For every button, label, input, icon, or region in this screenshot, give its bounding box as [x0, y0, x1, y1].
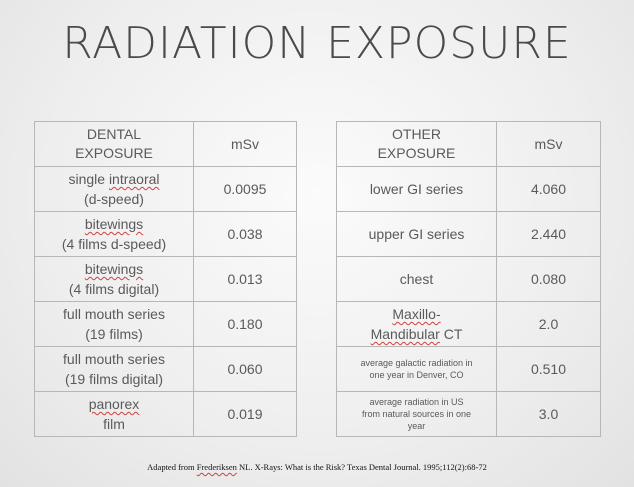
- other-exposure-header: OTHER EXPOSURE: [336, 121, 497, 167]
- cell-text: (4 films d-speed): [61, 236, 167, 252]
- dental-exposure-table: DENTAL EXPOSURE mSv single intraoral (d-…: [34, 121, 297, 437]
- header-line: OTHER: [392, 126, 441, 142]
- cell-text: film: [103, 416, 125, 432]
- table-row: average galactic radiation in one year i…: [336, 346, 601, 392]
- citation-text: NL. X-Rays: What is the Risk? Texas Dent…: [236, 462, 487, 472]
- spellcheck-word: intraoral: [108, 171, 160, 187]
- spellcheck-word: Mandibular: [370, 326, 440, 342]
- exposure-cell: bitewings (4 films d-speed): [34, 211, 194, 257]
- msv-value: 0.013: [193, 256, 297, 302]
- cell-text: average radiation in US: [369, 397, 464, 407]
- citation-prefix: Adapted from: [147, 462, 197, 472]
- cell-text: full mouth series: [63, 306, 165, 322]
- msv-value: 0.060: [193, 346, 297, 392]
- msv-value: 0.0095: [193, 166, 297, 212]
- msv-value: 4.060: [496, 166, 601, 212]
- msv-header: mSv: [193, 121, 297, 167]
- header-line: EXPOSURE: [75, 145, 153, 161]
- table-header-row: DENTAL EXPOSURE mSv: [34, 121, 297, 167]
- header-line: DENTAL: [86, 126, 142, 142]
- msv-header: mSv: [496, 121, 601, 167]
- exposure-cell: average radiation in US from natural sou…: [336, 391, 497, 437]
- cell-text: year: [407, 421, 426, 431]
- exposure-cell: upper GI series: [336, 211, 497, 257]
- exposure-cell: lower GI series: [336, 166, 497, 212]
- header-line: EXPOSURE: [377, 145, 456, 161]
- exposure-cell: Maxillo- Mandibular CT: [336, 301, 497, 347]
- cell-text: full mouth series: [63, 351, 165, 367]
- msv-value: 2.440: [496, 211, 601, 257]
- exposure-cell: average galactic radiation in one year i…: [336, 346, 497, 392]
- spellcheck-word: Maxillo-: [392, 306, 441, 322]
- cell-text: single: [68, 171, 109, 187]
- cell-text: average galactic radiation in: [360, 358, 473, 368]
- msv-value: 0.080: [496, 256, 601, 302]
- msv-value: 0.019: [193, 391, 297, 437]
- cell-text: (19 films): [85, 326, 143, 342]
- table-row: chest 0.080: [336, 256, 601, 302]
- exposure-cell: bitewings (4 films digital): [34, 256, 194, 302]
- table-header-row: OTHER EXPOSURE mSv: [336, 121, 601, 167]
- dental-exposure-header: DENTAL EXPOSURE: [34, 121, 194, 167]
- citation: Adapted from Frederiksen NL. X-Rays: Wha…: [0, 462, 634, 472]
- table-row: average radiation in US from natural sou…: [336, 391, 601, 437]
- exposure-cell: full mouth series (19 films digital): [34, 346, 194, 392]
- exposure-cell: single intraoral (d-speed): [34, 166, 194, 212]
- table-row: full mouth series (19 films digital) 0.0…: [34, 346, 297, 392]
- cell-text: from natural sources in one: [361, 409, 472, 419]
- exposure-cell: panorex film: [34, 391, 194, 437]
- table-row: bitewings (4 films d-speed) 0.038: [34, 211, 297, 257]
- msv-value: 0.180: [193, 301, 297, 347]
- table-row: Maxillo- Mandibular CT 2.0: [336, 301, 601, 347]
- table-row: lower GI series 4.060: [336, 166, 601, 212]
- spellcheck-word: bitewings: [84, 261, 144, 277]
- msv-value: 2.0: [496, 301, 601, 347]
- table-row: upper GI series 2.440: [336, 211, 601, 257]
- table-row: full mouth series (19 films) 0.180: [34, 301, 297, 347]
- slide-title: RADIATION EXPOSURE: [62, 18, 572, 69]
- exposure-cell: full mouth series (19 films): [34, 301, 194, 347]
- cell-text: (d-speed): [84, 191, 144, 207]
- citation-author: Frederiksen: [196, 462, 237, 472]
- msv-value: 3.0: [496, 391, 601, 437]
- cell-text: one year in Denver, CO: [369, 370, 464, 380]
- table-row: single intraoral (d-speed) 0.0095: [34, 166, 297, 212]
- msv-value: 0.510: [496, 346, 601, 392]
- msv-value: 0.038: [193, 211, 297, 257]
- table-row: bitewings (4 films digital) 0.013: [34, 256, 297, 302]
- cell-text: CT: [439, 326, 463, 342]
- table-row: panorex film 0.019: [34, 391, 297, 437]
- cell-text: (19 films digital): [64, 371, 164, 387]
- spellcheck-word: bitewings: [84, 216, 144, 232]
- exposure-cell: chest: [336, 256, 497, 302]
- other-exposure-table: OTHER EXPOSURE mSv lower GI series 4.060…: [336, 121, 601, 437]
- spellcheck-word: panorex: [88, 396, 140, 412]
- cell-text: (4 films digital): [68, 281, 160, 297]
